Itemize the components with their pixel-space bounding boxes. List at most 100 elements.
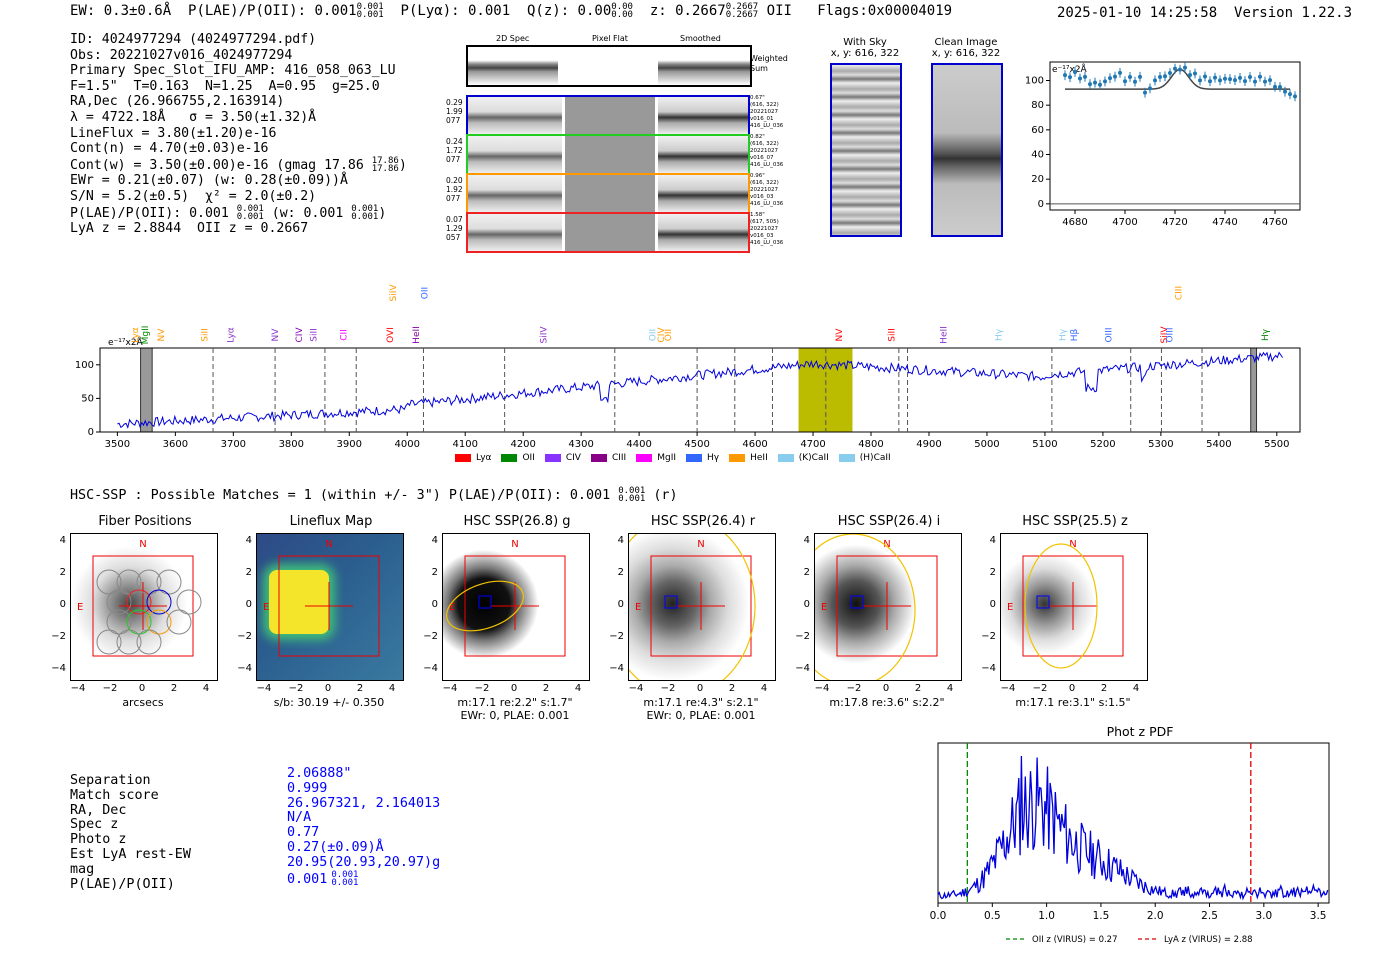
cutout-smoothed: [658, 175, 748, 212]
photz-legend-lya: LyA z (VIRUS) = 2.88: [1164, 935, 1253, 945]
photz-xtick-label: 0.0: [930, 910, 947, 922]
cutout-row: [466, 212, 750, 253]
full-scale-label: e⁻¹⁷x2Å: [108, 336, 144, 348]
match-label: Photo z: [70, 832, 127, 848]
photz-xtick-label: 1.0: [1038, 910, 1055, 922]
hsc-panel-title: HSC SSP(26.4) i: [837, 514, 941, 529]
zoom-point: [1268, 78, 1272, 83]
north-label: N: [325, 539, 332, 550]
hsc-xtick-label: 0: [696, 683, 704, 694]
spectral-line-label: SiII: [200, 328, 210, 342]
plya-header: P(Lyα): 0.001: [400, 3, 511, 19]
hsc-match-box: [850, 595, 864, 609]
hsc-ytick-label: 4: [803, 535, 810, 546]
match-label: mag: [70, 861, 95, 877]
photz-pdf-line: [937, 755, 1329, 901]
hsc-panel-caption: EWr: 0, PLAE: 0.001: [460, 709, 570, 722]
full-axes: [99, 347, 1301, 433]
hsc-match-box: [478, 595, 492, 609]
hsc-aperture-box: [278, 555, 380, 657]
hsc-ytick-label: 2: [431, 567, 438, 578]
zoom-point: [1108, 76, 1112, 81]
hsc-panel-caption: m:17.1 re:2.2" s:1.7": [457, 696, 573, 709]
hsc-xtick-label: 2: [1100, 683, 1108, 694]
spectral-line-label: SiIV: [1160, 326, 1170, 344]
full-xtick-label: 4300: [568, 439, 593, 450]
hsc-xtick-label: −4: [442, 683, 458, 694]
hsc-ytick-label: 0: [989, 599, 996, 610]
hsc-xtick-label: 4: [1132, 683, 1140, 694]
hsc-xtick-label: −4: [1000, 683, 1016, 694]
hsc-ytick-label: 0: [59, 599, 66, 610]
legend-entry: HeII: [729, 453, 768, 463]
east-label: E: [263, 602, 269, 613]
photz-axes: [937, 742, 1330, 904]
zoom-point: [1198, 78, 1202, 83]
hsc-ytick-label: −4: [609, 663, 624, 674]
zoom-ytick-label: 40: [1031, 150, 1044, 161]
hsc-source-ellipse: [1024, 543, 1098, 669]
zoom-point: [1133, 79, 1137, 84]
fiber-circle: [106, 609, 132, 635]
cutout-2d: [468, 175, 562, 212]
match-value: 0.77: [287, 825, 320, 841]
info-obs: Obs: 20221027v016_4024977294: [70, 47, 293, 63]
hsc-aperture-box: [650, 555, 752, 657]
hsc-xtick-label: 2: [542, 683, 550, 694]
hsc-panel-caption: s/b: 30.19 +/- 0.350: [273, 696, 385, 709]
full-xtick-label: 4100: [452, 439, 477, 450]
spectral-line-label: CIII: [1174, 286, 1184, 300]
detection-info: ID: 4024977294 (4024977294.pdf) Obs: 202…: [70, 32, 407, 237]
zoom-point: [1143, 90, 1147, 95]
hsc-xtick-label: 4: [202, 683, 210, 694]
zoom-xtick-label: 4700: [1112, 217, 1137, 228]
plae-header: P(LAE)/P(OII): 0.001: [188, 3, 357, 19]
spectral-line-label: Hβ: [1070, 328, 1080, 341]
zoom-xtick-label: 4680: [1062, 217, 1087, 228]
with-sky-title: With Sky x, y: 616, 322: [830, 37, 900, 59]
spectral-line-label: CIV: [657, 327, 667, 343]
full-spectrum-line: [117, 351, 1284, 429]
spectral-line-label: NV: [271, 328, 281, 342]
full-xtick-label: 4800: [858, 439, 883, 450]
fiber-circle: [96, 629, 122, 655]
hsc-ytick-label: −2: [423, 631, 438, 642]
zoom-point: [1128, 74, 1132, 79]
hsc-ytick-label: 2: [617, 567, 624, 578]
legend-entry: (H)CaII: [838, 453, 891, 463]
zoom-point: [1083, 74, 1087, 79]
cutout-smoothed: [658, 97, 748, 134]
hsc-panel-title: Lineflux Map: [289, 514, 373, 529]
hsc-ytick-label: 4: [59, 535, 66, 546]
cutout-right-stats: 0.67" (616, 322) 20221027 v016_01 416_LU_036: [750, 95, 784, 129]
cutout-panel: 2D Spec Pixel Flat Smoothed Weighted Sum…: [446, 34, 796, 254]
hsc-xtick-label: −2: [288, 683, 304, 694]
hsc-panel-title: HSC SSP(26.4) r: [650, 514, 756, 529]
spectral-line-label: OII: [664, 329, 674, 341]
weighted-sum-label: Weighted Sum: [750, 54, 788, 73]
clean-image-title: Clean Image x, y: 616, 322: [931, 37, 1001, 59]
hsc-aperture-box: [1022, 555, 1124, 657]
hsc-panel-caption: m:17.1 re:4.3" s:2.1": [643, 696, 759, 709]
spectral-line-label: SiII: [887, 328, 897, 342]
hsc-panel-title: Fiber Positions: [98, 514, 192, 529]
legend-entry: Hγ: [686, 453, 719, 463]
hsc-xtick-label: −4: [256, 683, 272, 694]
fiber-circle: [126, 589, 152, 615]
match-labels: Separation Match score RA, Dec Spec z Photo …: [70, 773, 191, 892]
match-value: N/A: [287, 810, 312, 826]
legend-entry: CIII: [590, 453, 626, 463]
photz-xtick-label: 0.5: [984, 910, 1001, 922]
info-contn: Cont(n) = 4.70(±0.03)e-16: [70, 141, 269, 157]
photz-xtick-label: 3.5: [1310, 910, 1327, 922]
zoom-point: [1118, 70, 1122, 75]
spectral-line-label: NV: [157, 328, 167, 342]
info-lineflux: LineFlux = 3.80(±1.20)e-16: [70, 125, 277, 141]
east-label: E: [77, 602, 83, 613]
zoom-point: [1278, 84, 1282, 89]
hsc-panel-title: HSC SSP(26.8) g: [463, 514, 571, 529]
zoom-xtick-label: 4740: [1212, 217, 1237, 228]
